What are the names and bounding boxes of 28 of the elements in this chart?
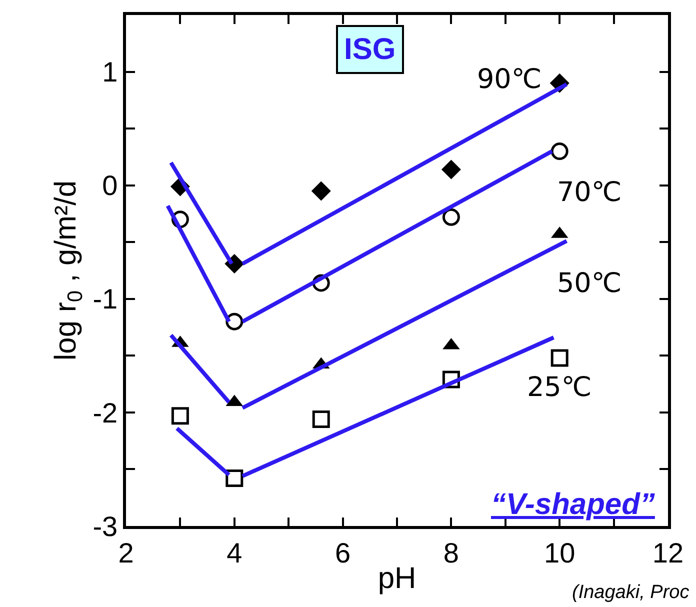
annotation: “V-shaped”: [491, 488, 655, 521]
x-tick-label: 8: [443, 537, 459, 568]
point: [311, 181, 331, 201]
point: [171, 407, 189, 425]
x-tick-label: 6: [335, 537, 351, 568]
y-tick-label: -2: [92, 397, 118, 428]
series-label: 25℃: [527, 372, 592, 403]
y-tick-label: -1: [92, 284, 118, 315]
annotation: ISG: [344, 33, 396, 66]
x-tick-label: 4: [226, 537, 242, 568]
x-axis-title: pH: [378, 562, 416, 595]
point: [312, 410, 330, 428]
legend-label: 50℃: [557, 268, 622, 299]
series-label: 90℃: [477, 64, 542, 95]
x-tick-label: 10: [544, 537, 576, 568]
point: [226, 312, 244, 330]
point: [226, 470, 244, 488]
point: [441, 160, 461, 180]
y-tick-label: 1: [102, 56, 118, 88]
point: [550, 349, 568, 367]
x-tick-label: 12: [652, 537, 684, 568]
y-tick-label: -3: [92, 510, 118, 542]
legend-label: 70℃: [557, 177, 622, 208]
y-tick-label: 0: [102, 170, 118, 202]
point: [442, 208, 460, 226]
x-tick-label: 2: [118, 537, 134, 568]
point: [550, 142, 568, 160]
text: (Inagaki, Proc: [572, 582, 690, 603]
